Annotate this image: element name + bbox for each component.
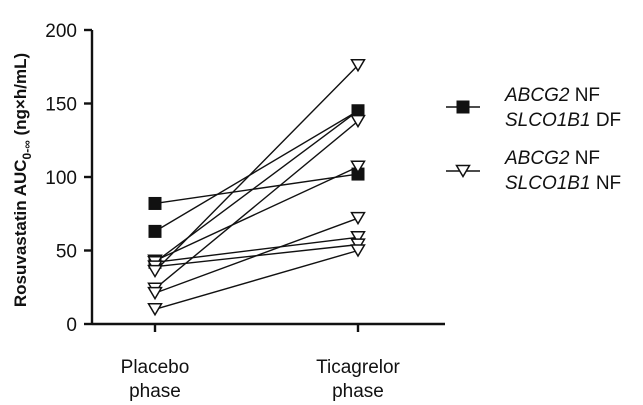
point-placebo-g1-2 [148,224,162,238]
y-tick-label: 0 [66,315,77,336]
legend-marker-2 [455,164,471,178]
y-tick-label: 100 [45,168,77,189]
subject-line-g2-7 [154,249,359,310]
x-tick-label: phase [129,381,181,402]
point-ticagrelor-g2-6 [350,211,366,226]
y-tick-label: 50 [56,242,77,263]
subject-line-g2-1 [154,166,359,262]
y-axis-label: Rosuvastatin AUC0-∞ (ng×h/mL) [11,53,34,307]
point-ticagrelor-g2-5 [350,114,366,129]
x-tick-label: Placebo [121,357,190,378]
series-lines [154,64,359,310]
point-placebo-g2-7 [147,303,163,317]
legend: ABCG2 NF SLCO1B1 DF ABCG2 NF SLCO1B1 NF [446,85,621,194]
x-tick-label: phase [332,381,384,402]
subject-line-g2-5 [154,120,359,290]
y-tick-label: 150 [45,95,77,116]
x-tick-label: Ticagrelor [316,357,400,378]
subject-line-g2-4 [154,64,359,272]
point-placebo-g2-4 [147,264,163,279]
axes: 0 50 100 150 200 Placebo phase Ticagrelor phase R… [11,21,445,402]
legend-marker-1 [456,100,470,114]
subject-line-g2-6 [154,217,359,294]
subject-line-g2-2 [154,236,359,263]
series-markers [147,59,366,317]
legend-label-1-2: SLCO1B1 DF [505,110,621,131]
point-ticagrelor-g2-2 [350,231,366,245]
point-ticagrelor-g2-7 [350,244,366,258]
legend-label-2-2: SLCO1B1 NF [505,173,621,194]
point-ticagrelor-g2-4 [350,59,366,73]
subject-line-g1-2 [154,110,359,232]
point-ticagrelor-g2-1 [350,160,366,174]
legend-label-1-1: ABCG2 NF [504,85,600,106]
point-placebo-g2-6 [147,286,163,301]
legend-label-2-1: ABCG2 NF [504,148,600,169]
y-tick-label: 200 [45,21,77,42]
point-placebo-g1-1 [148,196,162,210]
subject-line-g1-1 [154,173,359,205]
